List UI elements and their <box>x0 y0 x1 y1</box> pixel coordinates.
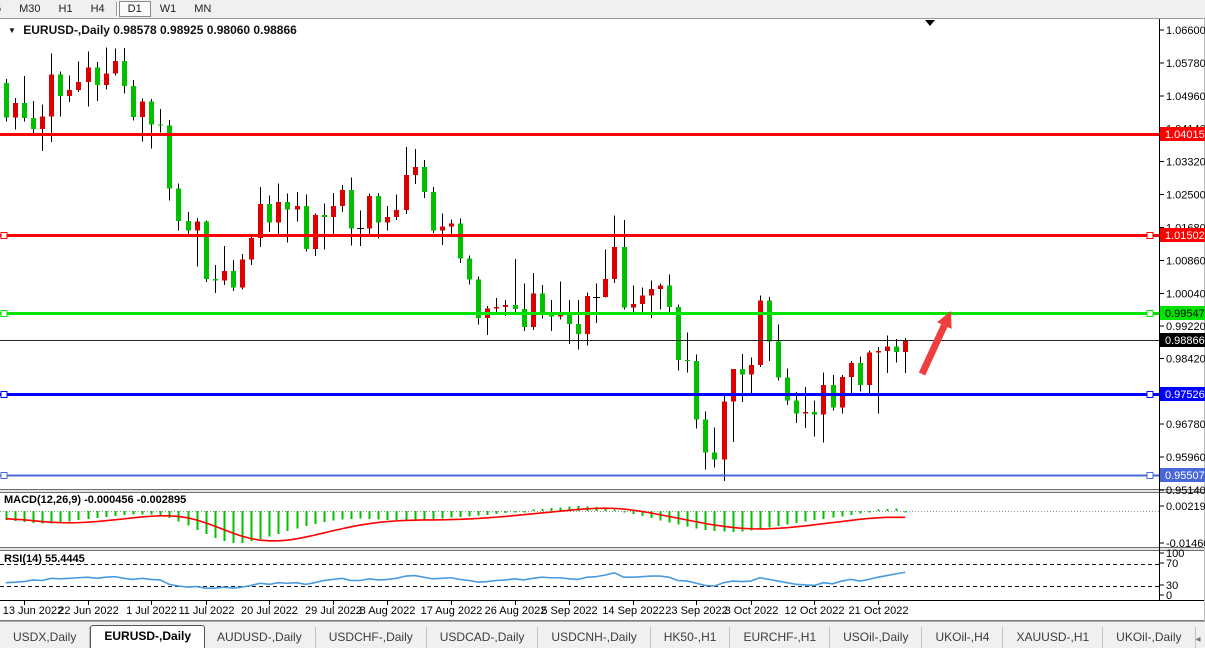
trend-arrow-annotation[interactable] <box>918 311 952 376</box>
price-tick-label: 1.04960 <box>1166 91 1205 103</box>
svg-text:0.98866: 0.98866 <box>1165 335 1205 347</box>
hline-0.99547[interactable] <box>0 310 1159 317</box>
price-tick-label: 0.95960 <box>1166 452 1205 464</box>
symbol-tab-USDCAD-Daily[interactable]: USDCAD-,Daily <box>427 627 539 648</box>
price-tick-label: 0.99220 <box>1166 321 1205 333</box>
symbol-tab-USOil-Daily[interactable]: USOil-,Daily <box>830 627 923 648</box>
date-tick-label: 12 Oct 2022 <box>785 605 845 617</box>
date-tick-label: 11 Jul 2022 <box>178 605 234 617</box>
line-handle[interactable] <box>1146 310 1154 317</box>
line-handle[interactable] <box>0 232 8 239</box>
price-tick-label: 0.95140 <box>1166 485 1205 497</box>
timeframe-button-H1[interactable]: H1 <box>58 3 73 15</box>
current-price-label: 0.98866 <box>1160 333 1205 347</box>
rsi-axis-label: 70 <box>1166 558 1178 570</box>
symbol-tab-HK50-H1[interactable]: HK50-,H1 <box>651 627 731 648</box>
symbol-dropdown-icon[interactable]: ▼ <box>8 26 16 35</box>
line-handle[interactable] <box>1146 391 1154 398</box>
symbol-tabbar: USDX,Daily EURUSD-,Daily AUDUSD-,Daily USDC… <box>0 621 1205 648</box>
symbol-tab-USDX-Daily[interactable]: USDX,Daily <box>0 627 91 648</box>
timeframe-button-D1[interactable]: D1 <box>118 1 151 17</box>
date-tick-label: 17 Aug 2022 <box>421 605 483 617</box>
hline-price-label: 1.01502 <box>1160 228 1205 242</box>
tab-scroll-left-icon[interactable]: ◂ <box>1195 634 1201 645</box>
macd-indicator-label: MACD(12,26,9) -0.000456 -0.002895 <box>4 494 187 506</box>
rsi-axis-label: 100 <box>1166 548 1184 560</box>
date-tick-label: 23 Sep 2022 <box>665 605 727 617</box>
svg-text:0.99547: 0.99547 <box>1165 308 1205 320</box>
symbol-tab-USDCHF-Daily[interactable]: USDCHF-,Daily <box>316 627 427 648</box>
line-handle[interactable] <box>0 472 8 479</box>
price-tick-label: 1.02500 <box>1166 190 1205 202</box>
macd-axis-label: -0.01460 <box>1166 538 1205 550</box>
symbol-tab-EURUSD-Daily[interactable]: EURUSD-,Daily <box>90 625 206 648</box>
line-handle[interactable] <box>1146 472 1154 479</box>
line-handle[interactable] <box>0 310 8 317</box>
rsi-axis-label: 0 <box>1166 590 1172 602</box>
timeframe-toolbar: 5 M30 H1 H4 D1 W1 MN <box>0 0 1205 19</box>
timeframe-button-5[interactable]: 5 <box>0 1 10 17</box>
symbol-tab-XAUUSD-H1[interactable]: XAUUSD-,H1 <box>1003 627 1104 648</box>
hline-0.97526[interactable] <box>0 391 1159 398</box>
chart-ohlc-values: 0.98578 0.98925 0.98060 0.98866 <box>113 23 297 37</box>
price-tick-label: 1.05780 <box>1166 58 1205 70</box>
panel-frames <box>0 18 1205 621</box>
line-handle[interactable] <box>1146 232 1154 239</box>
date-tick-label: 22 Jun 2022 <box>58 605 119 617</box>
date-tick-label: 26 Aug 2022 <box>485 605 547 617</box>
hline-price-label: 0.95507 <box>1160 468 1205 482</box>
price-tick-label: 0.98420 <box>1166 353 1205 365</box>
svg-text:1.01502: 1.01502 <box>1165 230 1205 242</box>
date-tick-label: 8 Aug 2022 <box>360 605 416 617</box>
macd-axis-label: 0.002193 <box>1166 501 1205 513</box>
timeframe-button-MN[interactable]: MN <box>194 3 212 15</box>
hline-0.95507[interactable] <box>0 472 1159 479</box>
chart-title: ▼ EURUSD-,Daily 0.98578 0.98925 0.98060 … <box>8 23 297 37</box>
price-tick-label: 1.06600 <box>1166 25 1205 37</box>
price-tick-label: 0.96780 <box>1166 419 1205 431</box>
timeframe-button-M30[interactable]: M30 <box>19 3 41 15</box>
date-tick-label: 1 Jul 2022 <box>126 605 177 617</box>
macd-signal-line <box>5 507 906 542</box>
price-axis[interactable]: 1.066001.057801.049601.041401.033201.025… <box>1160 25 1205 497</box>
date-tick-label: 20 Jul 2022 <box>241 605 298 617</box>
hline-1.01502[interactable] <box>0 232 1159 239</box>
chart-symbol-label: EURUSD-,Daily <box>23 23 110 37</box>
symbol-tab-AUDUSD-Daily[interactable]: AUDUSD-,Daily <box>204 627 316 648</box>
date-tick-label: 3 Oct 2022 <box>725 605 779 617</box>
macd-panel: 0.002193 -0.01460 <box>0 501 1205 550</box>
hline-price-label: 0.97526 <box>1160 387 1205 401</box>
date-tick-label: 29 Jul 2022 <box>305 605 362 617</box>
svg-text:0.97526: 0.97526 <box>1165 389 1205 401</box>
hline-price-label: 0.99547 <box>1160 306 1205 320</box>
symbol-tab-UKOil-Daily[interactable]: UKOil-,Daily <box>1103 627 1196 648</box>
date-tick-label: 14 Sep 2022 <box>602 605 664 617</box>
price-tick-label: 1.03320 <box>1166 157 1205 169</box>
tab-scroll-nav: ◂▸ <box>1196 634 1205 648</box>
candlesticks <box>4 47 908 482</box>
chart-shift-marker-icon[interactable] <box>925 20 935 26</box>
date-tick-label: 5 Sep 2022 <box>541 605 597 617</box>
date-tick-label: 13 Jun 2022 <box>3 605 64 617</box>
timeframe-button-H4[interactable]: H4 <box>90 3 105 15</box>
price-tick-label: 1.00860 <box>1166 255 1205 267</box>
symbol-tab-UKOil-H4[interactable]: UKOil-,H4 <box>922 627 1004 648</box>
rsi-axis-label: 30 <box>1166 580 1178 592</box>
symbol-tab-USDCNH-Daily[interactable]: USDCNH-,Daily <box>538 627 651 648</box>
timeframe-button-W1[interactable]: W1 <box>159 3 177 15</box>
svg-text:1.04015: 1.04015 <box>1165 129 1205 141</box>
rsi-line <box>5 571 906 590</box>
rsi-indicator-label: RSI(14) 55.4445 <box>4 553 85 565</box>
date-tick-label: 21 Oct 2022 <box>849 605 909 617</box>
line-handle[interactable] <box>0 391 8 398</box>
toolbar-separator <box>115 2 117 16</box>
hline-price-label: 1.04015 <box>1160 127 1205 141</box>
svg-text:0.95507: 0.95507 <box>1165 470 1205 482</box>
price-tick-label: 1.00040 <box>1166 288 1205 300</box>
symbol-tab-EURCHF-H1[interactable]: EURCHF-,H1 <box>730 627 831 648</box>
